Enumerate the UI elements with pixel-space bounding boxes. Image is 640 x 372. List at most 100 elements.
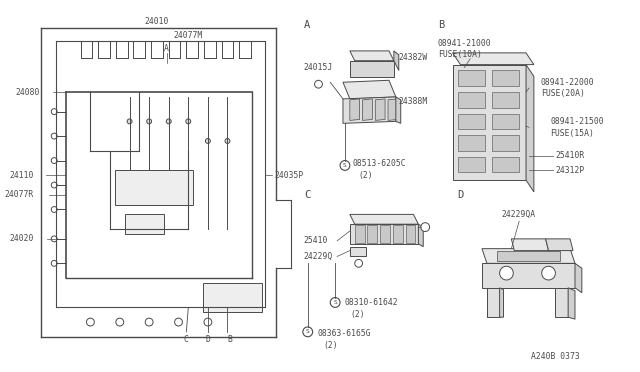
Circle shape [500,266,513,280]
Polygon shape [492,92,519,108]
Text: 24229QA: 24229QA [502,210,536,219]
Text: D: D [458,190,464,200]
Text: 24312P: 24312P [556,166,585,175]
Text: S: S [333,300,337,305]
Text: 24382W: 24382W [399,53,428,62]
Text: C: C [304,190,310,200]
Polygon shape [375,99,385,121]
Polygon shape [355,225,365,243]
Polygon shape [458,135,485,151]
Polygon shape [568,288,575,319]
Polygon shape [500,288,504,317]
Circle shape [145,318,153,326]
Circle shape [51,182,57,188]
Polygon shape [482,263,575,288]
Circle shape [175,318,182,326]
Text: 08941-22000: 08941-22000 [541,78,595,87]
Text: 24010: 24010 [145,17,169,26]
Circle shape [147,119,152,124]
Text: 08363-6165G: 08363-6165G [317,329,371,338]
Text: A: A [164,44,169,54]
Polygon shape [458,113,485,129]
Polygon shape [406,225,415,243]
Text: 24077R: 24077R [4,190,34,199]
Circle shape [205,138,211,144]
Polygon shape [393,225,403,243]
Polygon shape [350,247,367,256]
Polygon shape [458,157,485,172]
Circle shape [421,223,429,231]
Text: 24388M: 24388M [399,97,428,106]
Text: B: B [438,20,444,31]
Text: A240B 0373: A240B 0373 [531,352,580,361]
Polygon shape [350,224,419,244]
Text: (2): (2) [358,171,373,180]
Polygon shape [458,92,485,108]
Polygon shape [380,225,390,243]
Circle shape [51,260,57,266]
Polygon shape [396,97,401,124]
Polygon shape [492,157,519,172]
Polygon shape [482,248,575,263]
Text: 24015J: 24015J [304,63,333,72]
Text: 25410R: 25410R [556,151,585,160]
Text: 24110: 24110 [9,171,34,180]
Text: 24020: 24020 [9,234,34,243]
Polygon shape [556,288,568,317]
Polygon shape [452,53,534,65]
Polygon shape [125,214,164,234]
Text: FUSE(15A): FUSE(15A) [550,129,595,138]
Text: 25410: 25410 [304,236,328,245]
Circle shape [225,138,230,144]
Polygon shape [492,70,519,86]
Circle shape [116,318,124,326]
Text: S: S [343,163,347,168]
Circle shape [541,266,556,280]
Polygon shape [350,214,419,224]
Polygon shape [492,113,519,129]
Polygon shape [575,263,582,293]
Circle shape [51,158,57,163]
Polygon shape [350,61,394,77]
Polygon shape [452,65,526,180]
Text: 08513-6205C: 08513-6205C [353,159,406,168]
Circle shape [303,327,312,337]
Circle shape [340,161,350,170]
Polygon shape [497,251,560,262]
Text: D: D [205,335,211,344]
Polygon shape [388,99,398,121]
Circle shape [330,298,340,307]
Text: A: A [304,20,310,31]
Polygon shape [546,239,573,251]
Text: B: B [227,335,232,344]
Text: FUSE(20A): FUSE(20A) [541,90,584,99]
Text: 08941-21500: 08941-21500 [550,117,604,126]
Text: 08941-21000: 08941-21000 [438,39,492,48]
Polygon shape [343,80,396,99]
Polygon shape [350,99,360,121]
Text: 08310-61642: 08310-61642 [345,298,399,307]
Circle shape [355,259,362,267]
Text: (2): (2) [351,310,365,319]
Polygon shape [526,65,534,192]
Circle shape [51,236,57,242]
Circle shape [127,119,132,124]
Polygon shape [343,97,396,124]
Polygon shape [367,225,377,243]
Circle shape [204,318,212,326]
Text: (2): (2) [323,341,338,350]
Text: 24035P: 24035P [275,171,304,180]
Circle shape [166,119,171,124]
Polygon shape [511,239,548,251]
Text: 24080: 24080 [15,87,40,96]
Circle shape [315,80,323,88]
Polygon shape [394,51,399,70]
Text: C: C [184,335,189,344]
Circle shape [51,206,57,212]
Text: FUSE(10A): FUSE(10A) [438,50,482,59]
Text: S: S [306,329,310,334]
Polygon shape [115,170,193,205]
Circle shape [51,133,57,139]
Text: 24229Q: 24229Q [304,252,333,261]
Circle shape [86,318,94,326]
